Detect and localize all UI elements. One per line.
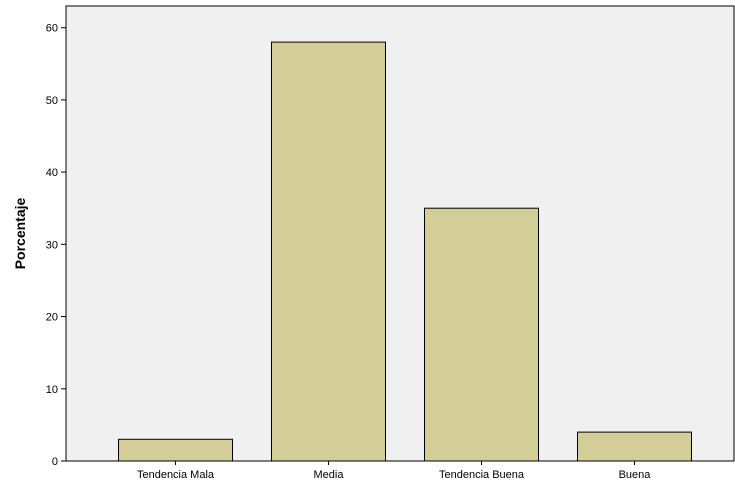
x-tick-label: Tendencia Buena (439, 469, 525, 481)
plot-area (65, 5, 735, 462)
x-tick-label: Tendencia Mala (137, 469, 215, 481)
bar-tendencia-mala (118, 438, 233, 462)
y-tick-label: 0 (52, 456, 58, 468)
y-tick-label: 20 (46, 312, 58, 324)
axes-layer (65, 6, 734, 462)
x-tick-label: Media (314, 469, 345, 481)
y-axis-title: Porcentaje (12, 197, 28, 269)
bar-tendencia-buena (424, 207, 539, 462)
y-tick-label: 60 (46, 23, 58, 35)
y-ticks: 0 10 20 30 40 50 60 (46, 23, 66, 468)
y-tick-label: 50 (46, 95, 58, 107)
bars-layer (118, 41, 692, 462)
bar-buena (577, 431, 692, 462)
x-ticks: Tendencia Mala Media Tendencia Buena Buena (137, 461, 651, 481)
y-tick-label: 10 (46, 384, 58, 396)
bar-media (271, 41, 386, 462)
y-tick-label: 40 (46, 167, 58, 179)
x-tick-label: Buena (619, 469, 652, 481)
y-tick-label: 30 (46, 239, 58, 251)
